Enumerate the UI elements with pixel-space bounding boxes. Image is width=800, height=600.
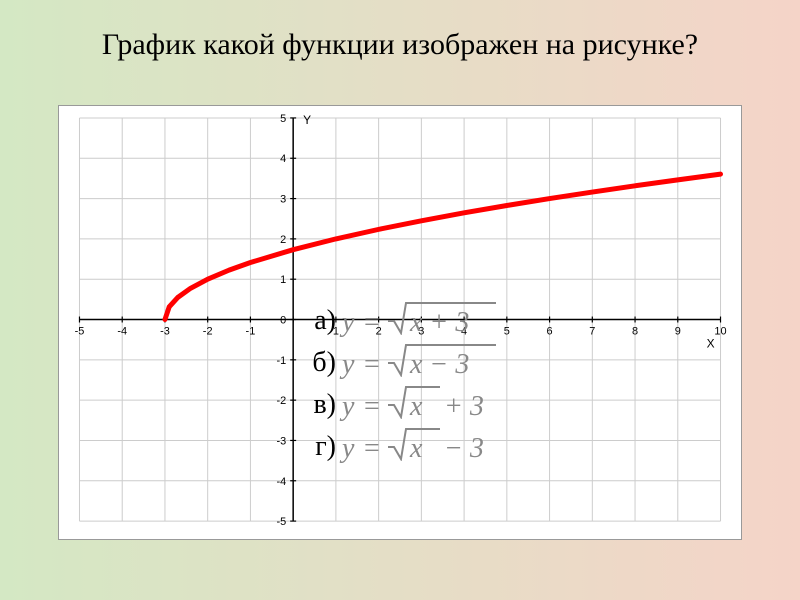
eq-variable: y <box>342 433 354 465</box>
radicand: x − 3 <box>410 349 469 381</box>
svg-text:1: 1 <box>280 274 286 286</box>
svg-text:Y: Y <box>303 113 311 127</box>
svg-text:-5: -5 <box>276 516 286 528</box>
svg-text:-4: -4 <box>117 325 127 337</box>
svg-text:-3: -3 <box>276 435 286 447</box>
square-root-icon: x <box>388 425 440 461</box>
answer-equation: y=x− 3 <box>342 427 542 467</box>
answer-option[interactable]: а)y=x + 3 <box>300 300 650 342</box>
svg-text:-2: -2 <box>276 395 286 407</box>
eq-equals: = <box>364 349 380 381</box>
svg-text:2: 2 <box>280 234 286 246</box>
radicand: x + 3 <box>410 307 469 339</box>
square-root-icon: x + 3 <box>388 299 496 335</box>
answer-option[interactable]: в)y=x+ 3 <box>300 384 650 426</box>
answer-equation: y=x+ 3 <box>342 385 542 425</box>
svg-text:3: 3 <box>280 194 286 206</box>
eq-variable: y <box>342 391 354 423</box>
eq-variable: y <box>342 349 354 381</box>
svg-text:-1: -1 <box>246 325 256 337</box>
answer-label: в) <box>300 389 342 421</box>
answer-option[interactable]: г)y=x− 3 <box>300 426 650 468</box>
answer-option[interactable]: б)y=x − 3 <box>300 342 650 384</box>
square-root-icon: x − 3 <box>388 341 496 377</box>
answer-equation: y=x + 3 <box>342 301 542 341</box>
eq-equals: = <box>364 391 380 423</box>
eq-variable: y <box>342 307 354 339</box>
svg-text:4: 4 <box>280 153 286 165</box>
svg-text:-1: -1 <box>276 355 286 367</box>
svg-text:-5: -5 <box>75 325 85 337</box>
svg-text:5: 5 <box>280 113 286 125</box>
eq-constant: − 3 <box>444 433 484 465</box>
radicand: x <box>410 433 422 465</box>
svg-text:0: 0 <box>280 314 286 326</box>
answer-label: б) <box>300 347 342 379</box>
svg-text:-3: -3 <box>160 325 170 337</box>
svg-text:9: 9 <box>675 325 681 337</box>
eq-equals: = <box>364 433 380 465</box>
question-title: График какой функции изображен на рисунк… <box>0 0 800 72</box>
answer-equation: y=x − 3 <box>342 343 542 383</box>
svg-text:-2: -2 <box>203 325 213 337</box>
radicand: x <box>410 391 422 423</box>
svg-text:10: 10 <box>714 325 726 337</box>
square-root-icon: x <box>388 383 440 419</box>
eq-constant: + 3 <box>444 391 484 423</box>
eq-equals: = <box>364 307 380 339</box>
answer-label: г) <box>300 431 342 463</box>
svg-text:X: X <box>707 336 715 350</box>
title-text: График какой функции изображен на рисунк… <box>102 28 698 61</box>
svg-text:-4: -4 <box>276 476 286 488</box>
answer-options: а)y=x + 3б)y=x − 3в)y=x+ 3г)y=x− 3 <box>300 300 650 468</box>
answer-label: а) <box>300 305 342 337</box>
